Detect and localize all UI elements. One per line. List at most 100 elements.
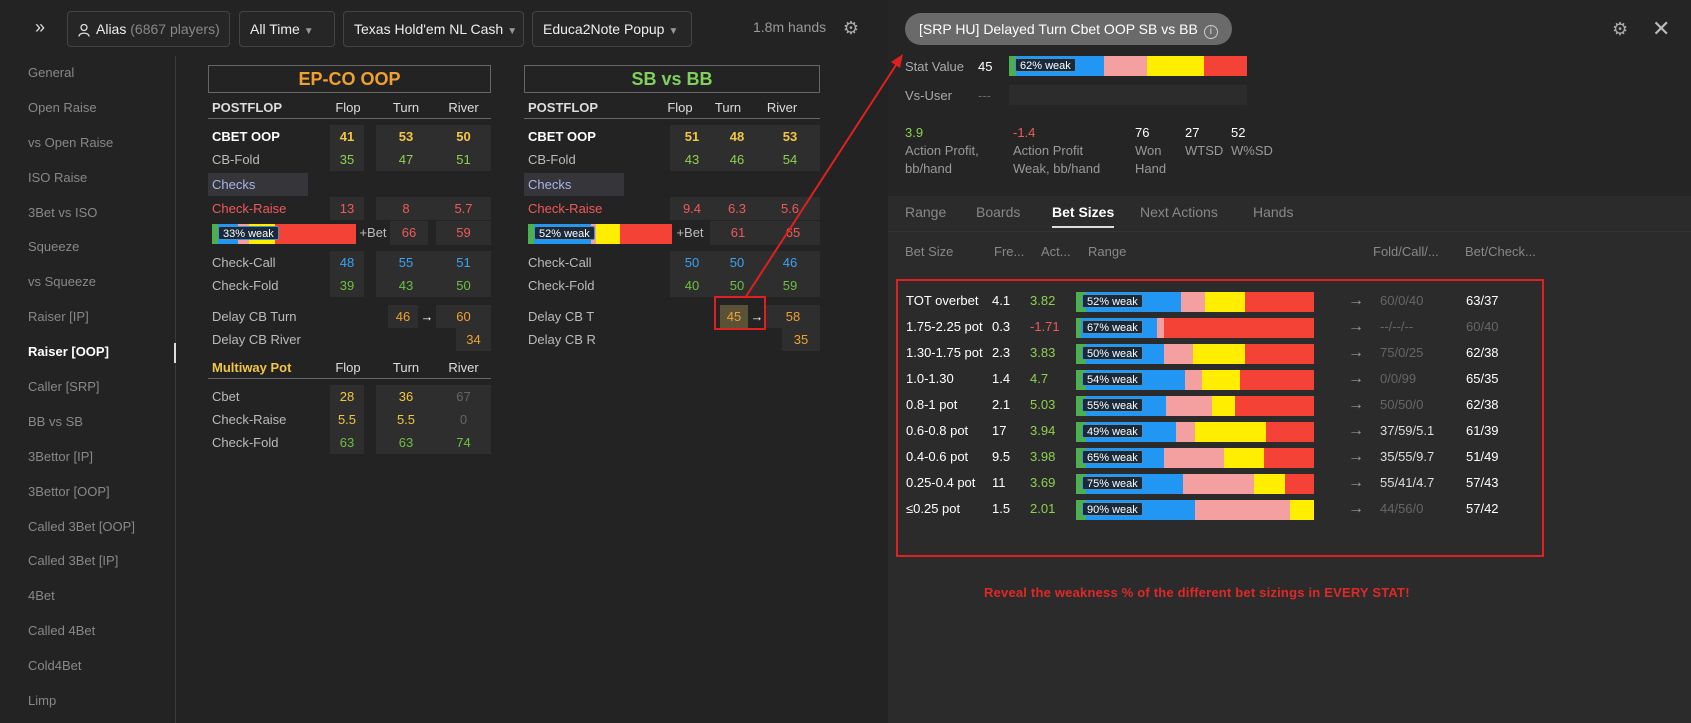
cell-turn[interactable]: 6.3 (714, 197, 760, 220)
bet-size-row[interactable]: 0.6-0.8 pot 17 3.94 49% weak → 37/59/5.1 61/39 (898, 420, 1542, 442)
bet-size-weakness-bar[interactable]: 52% weak (1076, 292, 1314, 312)
weakness-bar[interactable]: 52% weak (528, 221, 672, 245)
sidebar-item-called-4bet[interactable]: Called 4Bet (28, 623, 96, 639)
cell-turn[interactable]: 63 (376, 431, 436, 454)
cell-turn[interactable]: 43 (376, 274, 436, 297)
sidebar-item-vs-squeeze[interactable]: vs Squeeze (28, 274, 96, 290)
tab-range[interactable]: Range (905, 204, 947, 220)
cell-turn[interactable]: 61 (710, 221, 766, 245)
cell-flop[interactable]: 43 (670, 148, 714, 171)
stat-row-delay-cb-turn[interactable]: Delay CB Turn 46 → 60 (208, 305, 491, 328)
cell-flop[interactable]: 41 (330, 125, 364, 148)
close-icon[interactable]: ✕ (1652, 16, 1671, 41)
sidebar-item-iso-raise[interactable]: ISO Raise (28, 169, 88, 185)
cell-river[interactable]: 67 (436, 385, 491, 408)
cell-flop[interactable]: 5.5 (330, 408, 364, 431)
col-header-action-profit[interactable]: Act... (1041, 244, 1071, 259)
tab-next-actions[interactable]: Next Actions (1140, 204, 1218, 220)
stat-row-cbet[interactable]: CBET OOP 51 48 53 (524, 125, 820, 148)
sidebar-item-3bettor-oop[interactable]: 3Bettor [OOP] (28, 483, 110, 499)
cell-flop[interactable]: 48 (330, 251, 364, 274)
sidebar-item-raiser-oop[interactable]: Raiser [OOP] (0, 335, 176, 370)
stat-row-check-fold[interactable]: Check-Fold 40 50 59 (524, 274, 820, 297)
cell-river[interactable]: 51 (436, 148, 491, 171)
cell-river[interactable]: 54 (760, 148, 820, 171)
sidebar-item-limp[interactable]: Limp (28, 693, 57, 709)
cell-river[interactable]: 60 (436, 305, 491, 328)
stat-row-delay-cb-river[interactable]: Delay CB R 35 (524, 328, 820, 351)
cell-turn[interactable]: 55 (376, 251, 436, 274)
tab-hands[interactable]: Hands (1253, 204, 1294, 220)
stat-row-check-fold[interactable]: Check-Fold 39 43 50 (208, 274, 491, 297)
bet-size-row[interactable]: 1.30-1.75 pot 2.3 3.83 50% weak → 75/0/25 62/3… (898, 342, 1542, 364)
cell-river[interactable]: 59 (436, 221, 491, 245)
cell-river[interactable]: 5.6 (760, 197, 820, 220)
cell-turn[interactable]: 66 (390, 221, 428, 245)
stat-row-mw-cbet[interactable]: Cbet 28 36 67 (208, 385, 491, 408)
weakness-bar[interactable]: 33% weak (212, 221, 356, 245)
sidebar-item-4bet[interactable]: 4Bet (28, 588, 55, 604)
bet-size-weakness-bar[interactable]: 54% weak (1076, 370, 1314, 390)
stat-row-cb-fold[interactable]: CB-Fold 35 47 51 (208, 148, 491, 171)
sidebar-item-raiser-ip[interactable]: Raiser [IP] (28, 309, 89, 325)
sidebar-item-general[interactable]: General (28, 65, 75, 80)
bet-size-weakness-bar[interactable]: 90% weak (1076, 500, 1314, 520)
sidebar-item-caller-srp[interactable]: Caller [SRP] (28, 379, 100, 395)
cell-flop[interactable]: 50 (670, 251, 714, 274)
time-filter-dropdown[interactable]: All Time ▼ (239, 11, 335, 47)
sidebar-item-called-3bet-ip[interactable]: Called 3Bet [IP] (28, 553, 119, 569)
bet-size-row[interactable]: TOT overbet 4.1 3.82 52% weak → 60/0/40 63/37 (898, 290, 1542, 312)
cell-river[interactable]: 50 (436, 274, 491, 297)
cell-flop[interactable]: 51 (670, 125, 714, 148)
cell-turn[interactable]: 36 (376, 385, 436, 408)
bet-size-row[interactable]: 1.75-2.25 pot 0.3 -1.71 67% weak → --/--/-- 60… (898, 316, 1542, 338)
cell-river[interactable]: 74 (436, 431, 491, 454)
cell-turn[interactable]: 46 (714, 148, 760, 171)
cell-turn[interactable]: 53 (376, 125, 436, 148)
cell-river[interactable]: 5.7 (436, 197, 491, 220)
cell-turn[interactable]: 46 (388, 305, 418, 328)
bet-size-row[interactable]: ≤0.25 pot 1.5 2.01 90% weak → 44/56/0 57/42 (898, 498, 1542, 520)
tab-bet-sizes[interactable]: Bet Sizes (1052, 204, 1115, 228)
cell-turn[interactable]: 50 (714, 251, 760, 274)
stat-row-mw-check-fold[interactable]: Check-Fold 63 63 74 (208, 431, 491, 454)
cell-river[interactable]: 50 (436, 125, 491, 148)
info-icon[interactable]: i (1203, 25, 1218, 39)
tab-boards[interactable]: Boards (976, 204, 1021, 220)
bet-size-weakness-bar[interactable]: 50% weak (1076, 344, 1314, 364)
col-header-frequency[interactable]: Fre... (994, 244, 1025, 259)
cell-river[interactable]: 53 (760, 125, 820, 148)
cell-turn[interactable]: 8 (376, 197, 436, 220)
col-header-bet-size[interactable]: Bet Size (905, 244, 954, 259)
cell-river[interactable]: 51 (436, 251, 491, 274)
cell-river[interactable]: 46 (760, 251, 820, 274)
cell-river[interactable]: 59 (760, 274, 820, 297)
game-filter-dropdown[interactable]: Texas Hold'em NL Cash ▼ (343, 11, 524, 47)
sidebar-item-vs-open-raise[interactable]: vs Open Raise (28, 134, 114, 150)
bet-size-weakness-bar[interactable]: 67% weak (1076, 318, 1314, 338)
sidebar-item-3bettor-ip[interactable]: 3Bettor [IP] (28, 448, 94, 464)
bet-size-weakness-bar[interactable]: 49% weak (1076, 422, 1314, 442)
bet-size-weakness-bar[interactable]: 55% weak (1076, 396, 1314, 416)
stat-row-check-call[interactable]: Check-Call 50 50 46 (524, 251, 820, 274)
stat-row-mw-check-raise[interactable]: Check-Raise 5.5 5.5 0 (208, 408, 491, 431)
cell-turn[interactable]: 45 (720, 305, 748, 328)
cell-turn[interactable]: 50 (714, 274, 760, 297)
cell-river[interactable]: 58 (766, 305, 820, 328)
bet-size-weakness-bar[interactable]: 65% weak (1076, 448, 1314, 468)
stat-row-cbet[interactable]: CBET OOP 41 53 50 (208, 125, 491, 148)
col-header-range[interactable]: Range (1088, 244, 1127, 259)
stat-row-delay-cb-turn[interactable]: Delay CB T 45 → 58 (524, 305, 820, 328)
sidebar-item-bb-vs-sb[interactable]: BB vs SB (28, 413, 83, 429)
cell-river[interactable]: 34 (456, 328, 491, 351)
cell-river[interactable]: 65 (766, 221, 820, 245)
sidebar-item-called-3bet-oop[interactable]: Called 3Bet [OOP] (28, 518, 135, 534)
expand-icon[interactable]: » (34, 17, 45, 37)
bet-size-row[interactable]: 0.25-0.4 pot 11 3.69 75% weak → 55/41/4.7 57/4… (898, 472, 1542, 494)
sidebar-item-cold4bet[interactable]: Cold4Bet (28, 658, 82, 674)
gear-icon[interactable]: ⚙ (842, 18, 860, 38)
cell-turn[interactable]: 47 (376, 148, 436, 171)
stat-row-check-raise[interactable]: Check-Raise 9.4 6.3 5.6 (524, 197, 820, 220)
sidebar-item-open-raise[interactable]: Open Raise (28, 99, 97, 115)
stat-weakness-bar[interactable]: 62% weak (1009, 56, 1247, 76)
